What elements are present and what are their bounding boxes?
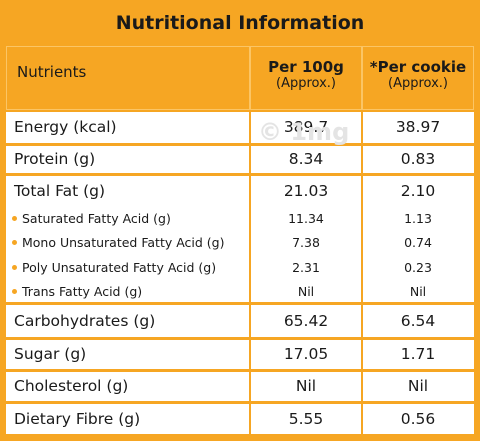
header-cell: Per 100g (Approx.)	[250, 46, 362, 110]
per-100g-value: 8.34	[288, 150, 324, 169]
per-cookie-value: 0.23	[404, 259, 432, 275]
table-body: Energy (kcal) 389.7 38.97 Protein (g) 8.34 0.…	[6, 112, 474, 437]
per-cookie-value: 1.71	[400, 345, 436, 364]
per-cookie-value: 1.13	[404, 210, 432, 226]
table-row: Protein (g) 8.34 0.83	[6, 146, 474, 176]
column-divider	[361, 176, 363, 302]
column-divider	[249, 340, 251, 369]
per-cookie-value: 0.56	[400, 409, 436, 428]
column-divider	[249, 176, 251, 302]
per-100g-value: 389.7	[283, 118, 329, 137]
per-cookie-value: 6.54	[400, 311, 436, 330]
per-cookie-value: Nil	[407, 377, 429, 396]
per-100g-value: 17.05	[283, 345, 329, 364]
table-row: Sugar (g) 17.05 1.71	[6, 340, 474, 372]
per-100g-value: Nil	[295, 377, 317, 396]
header-label: *Per cookie	[369, 58, 467, 76]
nutrient: Carbohydrates (g)	[14, 311, 156, 330]
nutrient: Sugar (g)	[14, 345, 87, 364]
per-100g-value: Nil	[297, 284, 315, 300]
per-cookie-value: 0.83	[400, 150, 436, 169]
bullet	[12, 264, 17, 270]
per-100g-value: 11.34	[288, 210, 324, 226]
nutrient: Protein (g)	[14, 150, 96, 169]
sub-nutrient: Trans Fatty Acid (g)	[22, 284, 143, 300]
header-label: Per 100g	[268, 58, 344, 76]
bullet	[12, 240, 17, 246]
header-note: (Approx.)	[276, 76, 336, 91]
title: Nutritional Information	[115, 12, 365, 34]
per-100g-value: 2.31	[292, 259, 320, 275]
table-row: Cholesterol (g) Nil Nil	[6, 372, 474, 404]
per-100g-value: 7.38	[292, 235, 320, 251]
column-divider	[361, 372, 363, 401]
table-row: Energy (kcal) 389.7 38.97	[6, 112, 474, 146]
header-cell: *Per cookie (Approx.)	[362, 46, 474, 110]
nutrient: Cholesterol (g)	[14, 377, 129, 396]
nutrient: Total Fat (g)	[14, 181, 106, 200]
column-divider	[361, 340, 363, 369]
column-divider	[361, 112, 363, 143]
column-divider	[249, 404, 251, 434]
bullet	[12, 215, 17, 221]
column-divider	[249, 305, 251, 337]
per-100g-value: 5.55	[288, 409, 324, 428]
watermark: © 1mg	[258, 118, 350, 146]
per-cookie-value: 2.10	[400, 181, 436, 200]
sub-nutrient: Saturated Fatty Acid (g)	[22, 210, 171, 226]
per-100g-value: 21.03	[283, 181, 329, 200]
column-divider	[361, 404, 363, 434]
per-cookie-value: Nil	[409, 284, 427, 300]
column-divider	[249, 372, 251, 401]
table-row: Dietary Fibre (g) 5.55 0.56	[6, 404, 474, 437]
column-divider	[361, 146, 363, 173]
table-row: Carbohydrates (g) 65.42 6.54	[6, 305, 474, 340]
header-label: Nutrients	[17, 63, 87, 81]
per-100g-value: 65.42	[283, 311, 329, 330]
column-divider	[249, 112, 251, 143]
header-cell: Nutrients	[6, 46, 250, 110]
nutrient: Energy (kcal)	[14, 118, 117, 137]
header-note: (Approx.)	[388, 76, 448, 91]
sub-nutrient: Poly Unsaturated Fatty Acid (g)	[22, 259, 217, 275]
per-cookie-value: 0.74	[404, 235, 432, 251]
per-cookie-value: 38.97	[395, 118, 441, 137]
table-row: Total Fat (g) 21.03 2.10 Saturated Fatty Ac…	[6, 176, 474, 305]
sub-nutrient: Mono Unsaturated Fatty Acid (g)	[22, 235, 225, 251]
column-divider	[361, 305, 363, 337]
column-divider	[249, 146, 251, 173]
bullet	[12, 289, 17, 295]
nutrient: Dietary Fibre (g)	[14, 409, 141, 428]
